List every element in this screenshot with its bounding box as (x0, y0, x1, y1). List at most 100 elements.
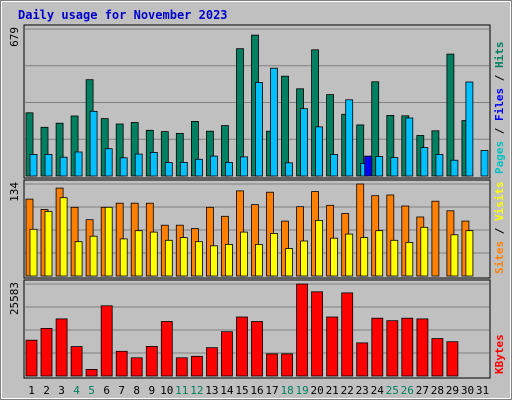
x-tick-label: 24 (371, 384, 385, 397)
legend-part: Visits (493, 181, 506, 221)
files-bar (330, 153, 339, 177)
sites-bar (44, 211, 53, 277)
files-bar (390, 157, 399, 177)
panel-legend: Pages / Files / Hits (493, 42, 506, 175)
sites-bar (89, 235, 98, 277)
x-tick-label: 30 (461, 384, 474, 397)
sites-bar (194, 241, 203, 277)
files-bar (74, 151, 83, 177)
hits-bar (371, 81, 380, 177)
hits-bar (236, 48, 244, 177)
kbytes-bar (220, 331, 233, 377)
y-max-label: 679 (8, 27, 21, 47)
kbytes-bar (55, 318, 68, 377)
x-tick-label: 21 (326, 384, 339, 397)
legend-part: Pages (493, 141, 506, 174)
chart-panels: 679 Pages / Files / Hits 134 Sites / Visits… (8, 24, 506, 379)
sites-bar (59, 197, 68, 277)
files-bar (59, 156, 68, 177)
x-tick-label: 6 (103, 384, 110, 397)
panel-legend: Sites / Visits (493, 181, 506, 274)
sites-bar (29, 228, 38, 277)
legend-part: KBytes (493, 334, 506, 374)
sites-bar (149, 231, 158, 277)
x-tick-label: 15 (235, 384, 248, 397)
kbytes-bar (40, 327, 53, 377)
x-tick-label: 14 (220, 384, 234, 397)
hits-bar (100, 118, 109, 177)
y-max-label: 25583 (8, 282, 21, 315)
kbytes-bar (85, 368, 98, 377)
sites-bar (179, 237, 188, 277)
files-bar (480, 150, 489, 177)
files-bar (119, 157, 128, 177)
visits-bar (356, 183, 365, 277)
kbytes-bar (100, 305, 113, 377)
sites-bar (450, 234, 459, 277)
files-bar (149, 151, 158, 177)
sites-bar (164, 239, 173, 277)
x-tick-label: 4 (73, 384, 80, 397)
kbytes-bar (236, 316, 248, 377)
hits-bar (356, 124, 365, 177)
sites-bar (390, 239, 399, 277)
kbytes-bar (25, 339, 38, 377)
hits-bar (326, 94, 335, 177)
files-bar (89, 110, 98, 177)
files-bar (315, 126, 324, 177)
files-bar (270, 67, 278, 177)
legend-part: Sites (493, 241, 506, 274)
files-bar (405, 117, 414, 177)
x-tick-label: 20 (310, 384, 323, 397)
sites-bar (285, 248, 293, 277)
sites-bar (405, 241, 414, 277)
legend-part: Files (493, 88, 506, 121)
x-tick-label: 22 (341, 384, 354, 397)
chart-panel-3: 25583 KBytes (8, 279, 506, 379)
kbytes-bar (416, 318, 429, 377)
files-bar (420, 147, 429, 177)
x-tick-label: 23 (356, 384, 369, 397)
x-tick-label: 7 (118, 384, 125, 397)
files-bar (29, 153, 38, 177)
hits-bar (431, 130, 440, 177)
sites-bar (345, 233, 354, 277)
files-bar (375, 156, 384, 177)
legend-part: / (493, 68, 506, 88)
visits-bar (431, 200, 440, 277)
sites-bar (255, 243, 263, 277)
x-tick-label: 26 (401, 384, 414, 397)
sites-bar (315, 219, 324, 277)
x-tick-label: 17 (265, 384, 278, 397)
visits-bar (401, 205, 410, 277)
x-tick-label: 8 (133, 384, 140, 397)
x-tick-label: 13 (205, 384, 218, 397)
sites-bar (134, 230, 143, 277)
files-bar (194, 158, 203, 177)
sites-bar (270, 232, 278, 277)
kbytes-bar (296, 283, 309, 377)
files-bar (179, 161, 188, 177)
kbytes-bar (70, 346, 83, 377)
sites-bar (240, 231, 248, 277)
sites-bar (74, 241, 83, 277)
x-tick-label: 9 (148, 384, 155, 397)
files-bar (465, 81, 474, 177)
x-tick-label: 11 (175, 384, 188, 397)
hits-bar (281, 75, 289, 177)
files-bar (240, 156, 248, 177)
outer-frame-highlight (1, 1, 511, 399)
x-tick-label: 27 (416, 384, 429, 397)
kbytes-bar (145, 345, 158, 377)
files-bar (345, 99, 354, 177)
sites-bar (330, 237, 339, 277)
kbytes-bar (115, 350, 128, 377)
sites-bar (360, 237, 369, 277)
x-tick-label: 2 (43, 384, 50, 397)
files-bar (209, 155, 218, 177)
kbytes-bar (431, 338, 444, 377)
kbytes-bar (190, 355, 203, 377)
x-tick-label: 28 (431, 384, 444, 397)
x-tick-label: 3 (58, 384, 65, 397)
